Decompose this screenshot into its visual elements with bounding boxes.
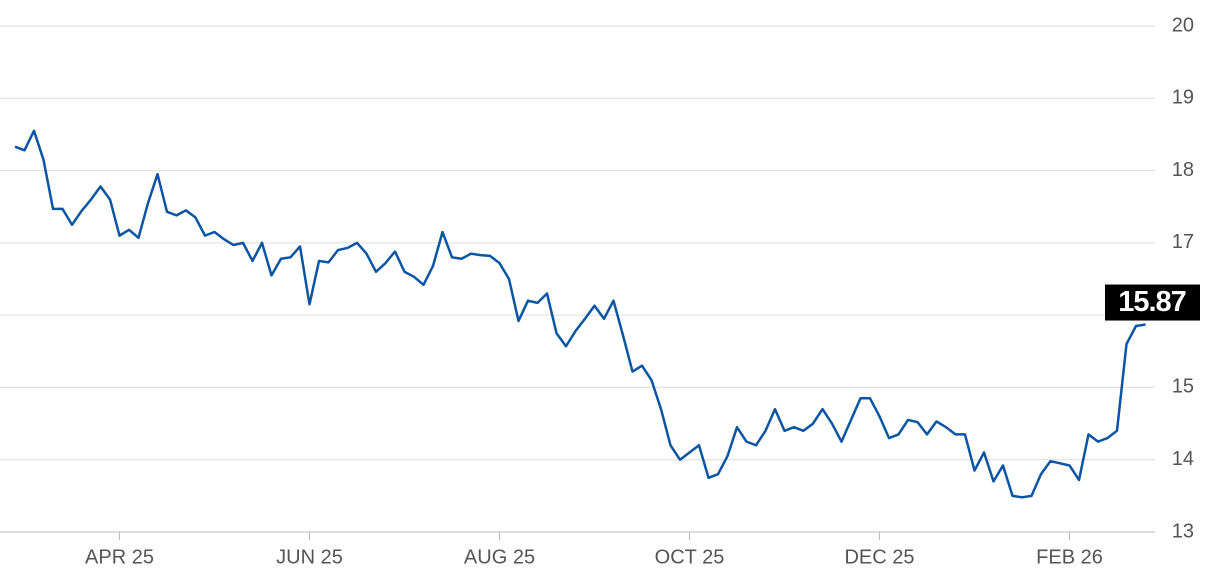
x-tick-label: FEB 26: [1036, 546, 1103, 568]
y-tick-label: 13: [1172, 520, 1194, 542]
y-tick-label: 17: [1172, 231, 1194, 253]
y-tick-label: 15: [1172, 376, 1194, 398]
last-value-label: 15.87: [1118, 286, 1186, 318]
price-line: [14, 129, 1146, 499]
last-value-box: [1105, 284, 1200, 321]
y-tick-label: 14: [1172, 448, 1194, 470]
y-tick-label: 19: [1172, 87, 1194, 109]
x-tick-label: APR 25: [85, 546, 154, 568]
x-tick-label: DEC 25: [844, 546, 914, 568]
x-tick-label: AUG 25: [464, 546, 535, 568]
x-tick-label: OCT 25: [655, 546, 725, 568]
y-tick-label: 18: [1172, 159, 1194, 181]
x-tick-label: JUN 25: [276, 546, 343, 568]
y-tick-label: 20: [1172, 14, 1194, 36]
